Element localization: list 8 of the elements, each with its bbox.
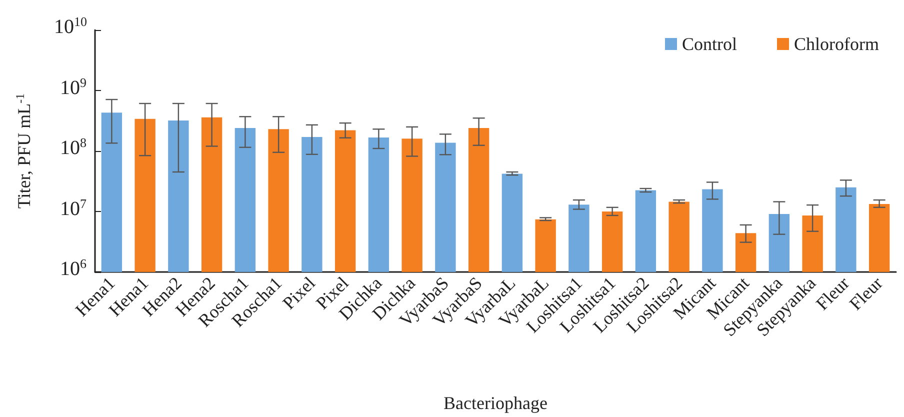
legend-label: Control xyxy=(682,34,738,54)
x-axis-title: Bacteriophage xyxy=(444,393,548,413)
y-tick-label: 10$^{7}$ xyxy=(60,195,86,220)
y-tick-label: 10$^{6}$ xyxy=(60,256,86,280)
y-tick-label: 10$^{10}$ xyxy=(54,14,87,38)
legend-label: Chloroform xyxy=(794,34,880,54)
y-tick-label: 10$^{8}$ xyxy=(60,134,86,159)
y-tick-label: 10$^{9}$ xyxy=(60,74,86,98)
